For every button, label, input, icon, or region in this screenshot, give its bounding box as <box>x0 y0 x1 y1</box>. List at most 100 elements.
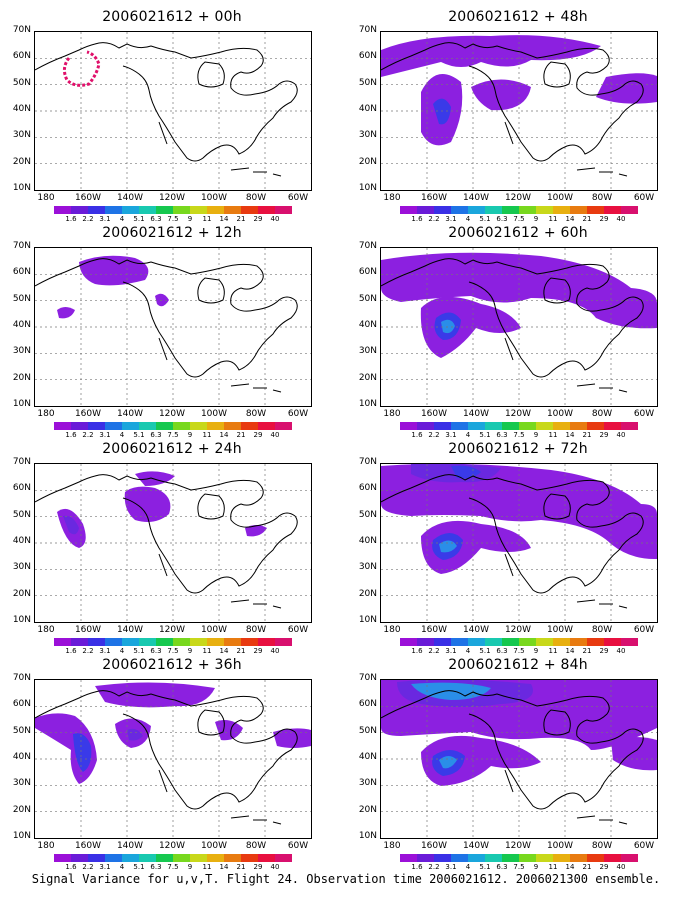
colorbar-label: 2.2 <box>428 647 440 655</box>
colorbar-label: 9 <box>533 647 539 655</box>
lon-tick-label: 180 <box>383 193 401 203</box>
lat-tick-label: 50N <box>358 509 377 520</box>
colorbar-label: 7.5 <box>513 215 525 223</box>
lat-tick-label: 10N <box>358 615 377 625</box>
lon-tick-label: 180 <box>37 193 55 203</box>
colorbar-segment <box>258 206 275 214</box>
lon-tick-label: 100W <box>200 841 228 851</box>
colorbar-label: 4 <box>119 215 125 223</box>
colorbar-segment <box>190 422 207 430</box>
colorbar-label: 7.5 <box>513 863 525 871</box>
lon-tick-label: 120W <box>504 409 532 419</box>
colorbar-segment <box>105 854 122 862</box>
coastline <box>158 553 168 577</box>
coastline <box>230 383 282 393</box>
colorbar-segment <box>241 206 258 214</box>
colorbar-segment <box>570 206 587 214</box>
lat-tick-label: 50N <box>12 77 31 88</box>
colorbar-label: 2.2 <box>428 431 440 439</box>
map-panel-p00 <box>34 31 312 191</box>
map-panel-p72 <box>380 463 658 623</box>
colorbar-label: 9 <box>533 215 539 223</box>
colorbar-segment <box>434 638 451 646</box>
colorbar-label: 40 <box>616 647 626 655</box>
colorbar-segment <box>468 638 485 646</box>
colorbar-label: 3.1 <box>99 215 111 223</box>
lat-tick-label: 30N <box>12 130 31 141</box>
variance-field <box>135 471 175 486</box>
colorbar-segment <box>88 422 105 430</box>
lat-tick-label: 70N <box>358 673 377 683</box>
lat-tick-label: 40N <box>12 536 31 546</box>
colorbar-segment <box>224 206 241 214</box>
colorbar-label: 40 <box>616 431 626 439</box>
colorbar-segment <box>71 206 88 214</box>
colorbar-segment <box>122 638 139 646</box>
lat-tick-label: 20N <box>12 372 31 383</box>
colorbar-label: 21 <box>236 647 246 655</box>
colorbar-label: 9 <box>533 863 539 871</box>
variance-field <box>215 720 243 741</box>
colorbar-label: 1.6 <box>411 863 423 871</box>
coastline <box>576 167 628 177</box>
lon-tick-label: 140W <box>462 841 490 851</box>
variance-field <box>471 79 531 111</box>
colorbar-segment <box>207 422 224 430</box>
colorbar-label: 9 <box>187 647 193 655</box>
coastline <box>197 709 225 736</box>
colorbar-label: 7.5 <box>167 431 179 439</box>
colorbar-segment <box>156 638 173 646</box>
colorbar-label: 2.2 <box>82 215 94 223</box>
colorbar-label: 9 <box>187 863 193 871</box>
colorbar-segment <box>400 422 417 430</box>
variance-field <box>439 540 457 553</box>
colorbar-label: 14 <box>219 215 229 223</box>
colorbar-label: 40 <box>270 863 280 871</box>
colorbar-segment <box>400 854 417 862</box>
lon-tick-label: 100W <box>200 193 228 203</box>
lat-tick-label: 20N <box>358 372 377 383</box>
colorbar-segment <box>502 206 519 214</box>
colorbar-label: 2.2 <box>428 863 440 871</box>
lon-tick-label: 140W <box>116 841 144 851</box>
colorbar-segment <box>54 206 71 214</box>
lon-tick-label: 60W <box>287 409 309 419</box>
colorbar-segment <box>485 422 502 430</box>
lat-tick-label: 60N <box>12 483 31 494</box>
colorbar-label: 3.1 <box>445 215 457 223</box>
coastline <box>197 61 225 88</box>
colorbar-segment <box>604 854 621 862</box>
coastline <box>543 709 571 736</box>
colorbar-segment <box>54 638 71 646</box>
lon-tick-label: 120W <box>504 841 532 851</box>
colorbar-segment <box>434 206 451 214</box>
lat-tick-label: 40N <box>358 104 377 114</box>
colorbar-label: 4 <box>465 863 471 871</box>
colorbar-segment <box>451 854 468 862</box>
colorbar-segment <box>400 638 417 646</box>
colorbar-segment <box>536 854 553 862</box>
colorbar-segment <box>275 638 292 646</box>
colorbar-segment <box>451 638 468 646</box>
colorbar-segment <box>417 638 434 646</box>
colorbar-label: 21 <box>582 431 592 439</box>
map-svg <box>381 32 657 190</box>
lon-tick-label: 140W <box>116 625 144 635</box>
colorbar-segment <box>587 638 604 646</box>
colorbar-label: 11 <box>548 431 558 439</box>
map-svg <box>35 248 311 406</box>
colorbar-label: 4 <box>465 431 471 439</box>
lon-tick-label: 80W <box>245 625 267 635</box>
lat-tick-label: 50N <box>358 293 377 304</box>
colorbar-label: 5.1 <box>479 647 491 655</box>
colorbar-segment <box>451 206 468 214</box>
colorbar-label: 7.5 <box>513 647 525 655</box>
colorbar-label: 40 <box>270 431 280 439</box>
lon-tick-label: 60W <box>633 625 655 635</box>
variance-field <box>155 293 169 307</box>
colorbar-label: 4 <box>119 431 125 439</box>
colorbar-label: 11 <box>202 863 212 871</box>
lon-tick-label: 100W <box>200 625 228 635</box>
map-svg <box>35 464 311 622</box>
lon-tick-label: 60W <box>287 841 309 851</box>
